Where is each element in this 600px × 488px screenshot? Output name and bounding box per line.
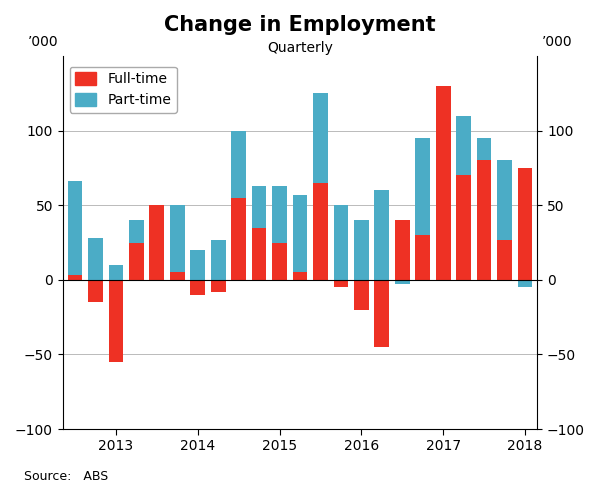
Bar: [293, 272, 307, 280]
Bar: [272, 186, 287, 243]
Bar: [149, 205, 164, 280]
Bar: [477, 138, 491, 161]
Bar: [334, 205, 348, 280]
Bar: [88, 238, 103, 280]
Bar: [518, 280, 532, 287]
Bar: [354, 280, 369, 310]
Legend: Full-time, Part-time: Full-time, Part-time: [70, 67, 176, 113]
Bar: [211, 240, 226, 280]
Bar: [293, 195, 307, 272]
Bar: [129, 243, 144, 280]
Bar: [190, 280, 205, 295]
Text: ’000: ’000: [542, 35, 572, 48]
Bar: [231, 131, 246, 198]
Bar: [334, 280, 348, 287]
Bar: [395, 280, 410, 285]
Bar: [497, 240, 512, 280]
Text: Quarterly: Quarterly: [267, 41, 333, 56]
Bar: [68, 182, 82, 275]
Title: Change in Employment: Change in Employment: [164, 15, 436, 35]
Bar: [497, 161, 512, 240]
Bar: [436, 86, 451, 280]
Bar: [477, 161, 491, 280]
Bar: [415, 138, 430, 235]
Bar: [415, 235, 430, 280]
Bar: [252, 186, 266, 227]
Text: ’000: ’000: [28, 35, 58, 48]
Bar: [313, 183, 328, 280]
Bar: [374, 280, 389, 347]
Bar: [170, 272, 185, 280]
Bar: [190, 250, 205, 280]
Bar: [395, 220, 410, 280]
Bar: [68, 275, 82, 280]
Bar: [272, 243, 287, 280]
Bar: [109, 265, 123, 280]
Bar: [313, 93, 328, 183]
Bar: [374, 190, 389, 280]
Bar: [88, 280, 103, 302]
Bar: [129, 220, 144, 243]
Bar: [518, 168, 532, 280]
Bar: [456, 116, 471, 175]
Bar: [170, 205, 185, 272]
Bar: [252, 227, 266, 280]
Bar: [109, 280, 123, 362]
Text: Source:   ABS: Source: ABS: [24, 470, 108, 483]
Bar: [211, 280, 226, 292]
Bar: [456, 175, 471, 280]
Bar: [354, 220, 369, 280]
Bar: [231, 198, 246, 280]
